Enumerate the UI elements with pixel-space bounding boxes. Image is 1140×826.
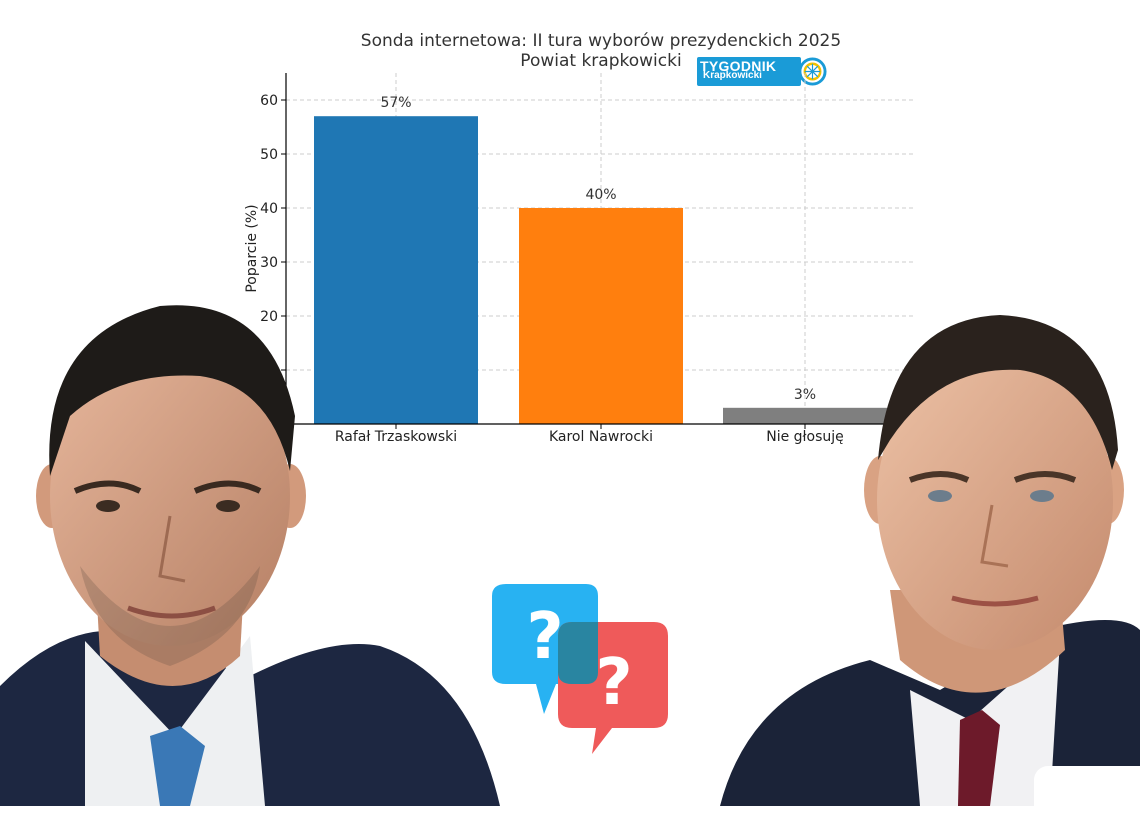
svg-text:?: ? — [526, 600, 563, 674]
candidate-portrait-left — [0, 305, 500, 806]
bar-chart: 10203040506057%Rafał Trzaskowski40%Karol… — [244, 73, 915, 445]
chart-title: Sonda internetowa: II tura wyborów prezy… — [360, 31, 842, 51]
bar-value-label: 57% — [380, 95, 411, 111]
chart-bars — [314, 116, 887, 424]
logo-box: TYGODNIK Krapkowicki — [697, 57, 801, 86]
y-tick-label: 60 — [260, 93, 278, 109]
logo-main-text: TYGODNIK — [700, 58, 777, 74]
chart-axes — [281, 73, 915, 429]
candidate-portrait-right — [720, 315, 1140, 806]
chart-labels: 10203040506057%Rafał Trzaskowski40%Karol… — [244, 93, 844, 445]
chart-subtitle: Powiat krapkowicki — [520, 51, 682, 71]
corner-panel — [1034, 766, 1140, 826]
tygodnik-logo: TYGODNIK Krapkowicki — [697, 57, 830, 87]
bar — [723, 407, 887, 424]
svg-text:?: ? — [595, 646, 632, 720]
x-tick-label: Rafał Trzaskowski — [335, 429, 457, 445]
question-bubbles: ? ? — [492, 584, 668, 754]
bar-value-label: 3% — [794, 387, 816, 403]
bar-value-label: 40% — [585, 187, 616, 203]
logo-sub-text: Krapkowicki — [703, 70, 762, 81]
y-tick-label: 50 — [260, 147, 278, 163]
seal-icon — [798, 57, 827, 86]
bar — [314, 116, 478, 424]
y-tick-label: 40 — [260, 201, 278, 217]
bar — [519, 208, 683, 424]
x-tick-label: Nie głosuję — [766, 429, 844, 445]
question-bubble-icon: ? — [558, 622, 668, 754]
x-tick-label: Karol Nawrocki — [549, 429, 653, 445]
y-tick-label: 30 — [260, 255, 278, 271]
y-tick-label: 20 — [260, 309, 278, 325]
y-axis-title: Poparcie (%) — [244, 204, 260, 292]
